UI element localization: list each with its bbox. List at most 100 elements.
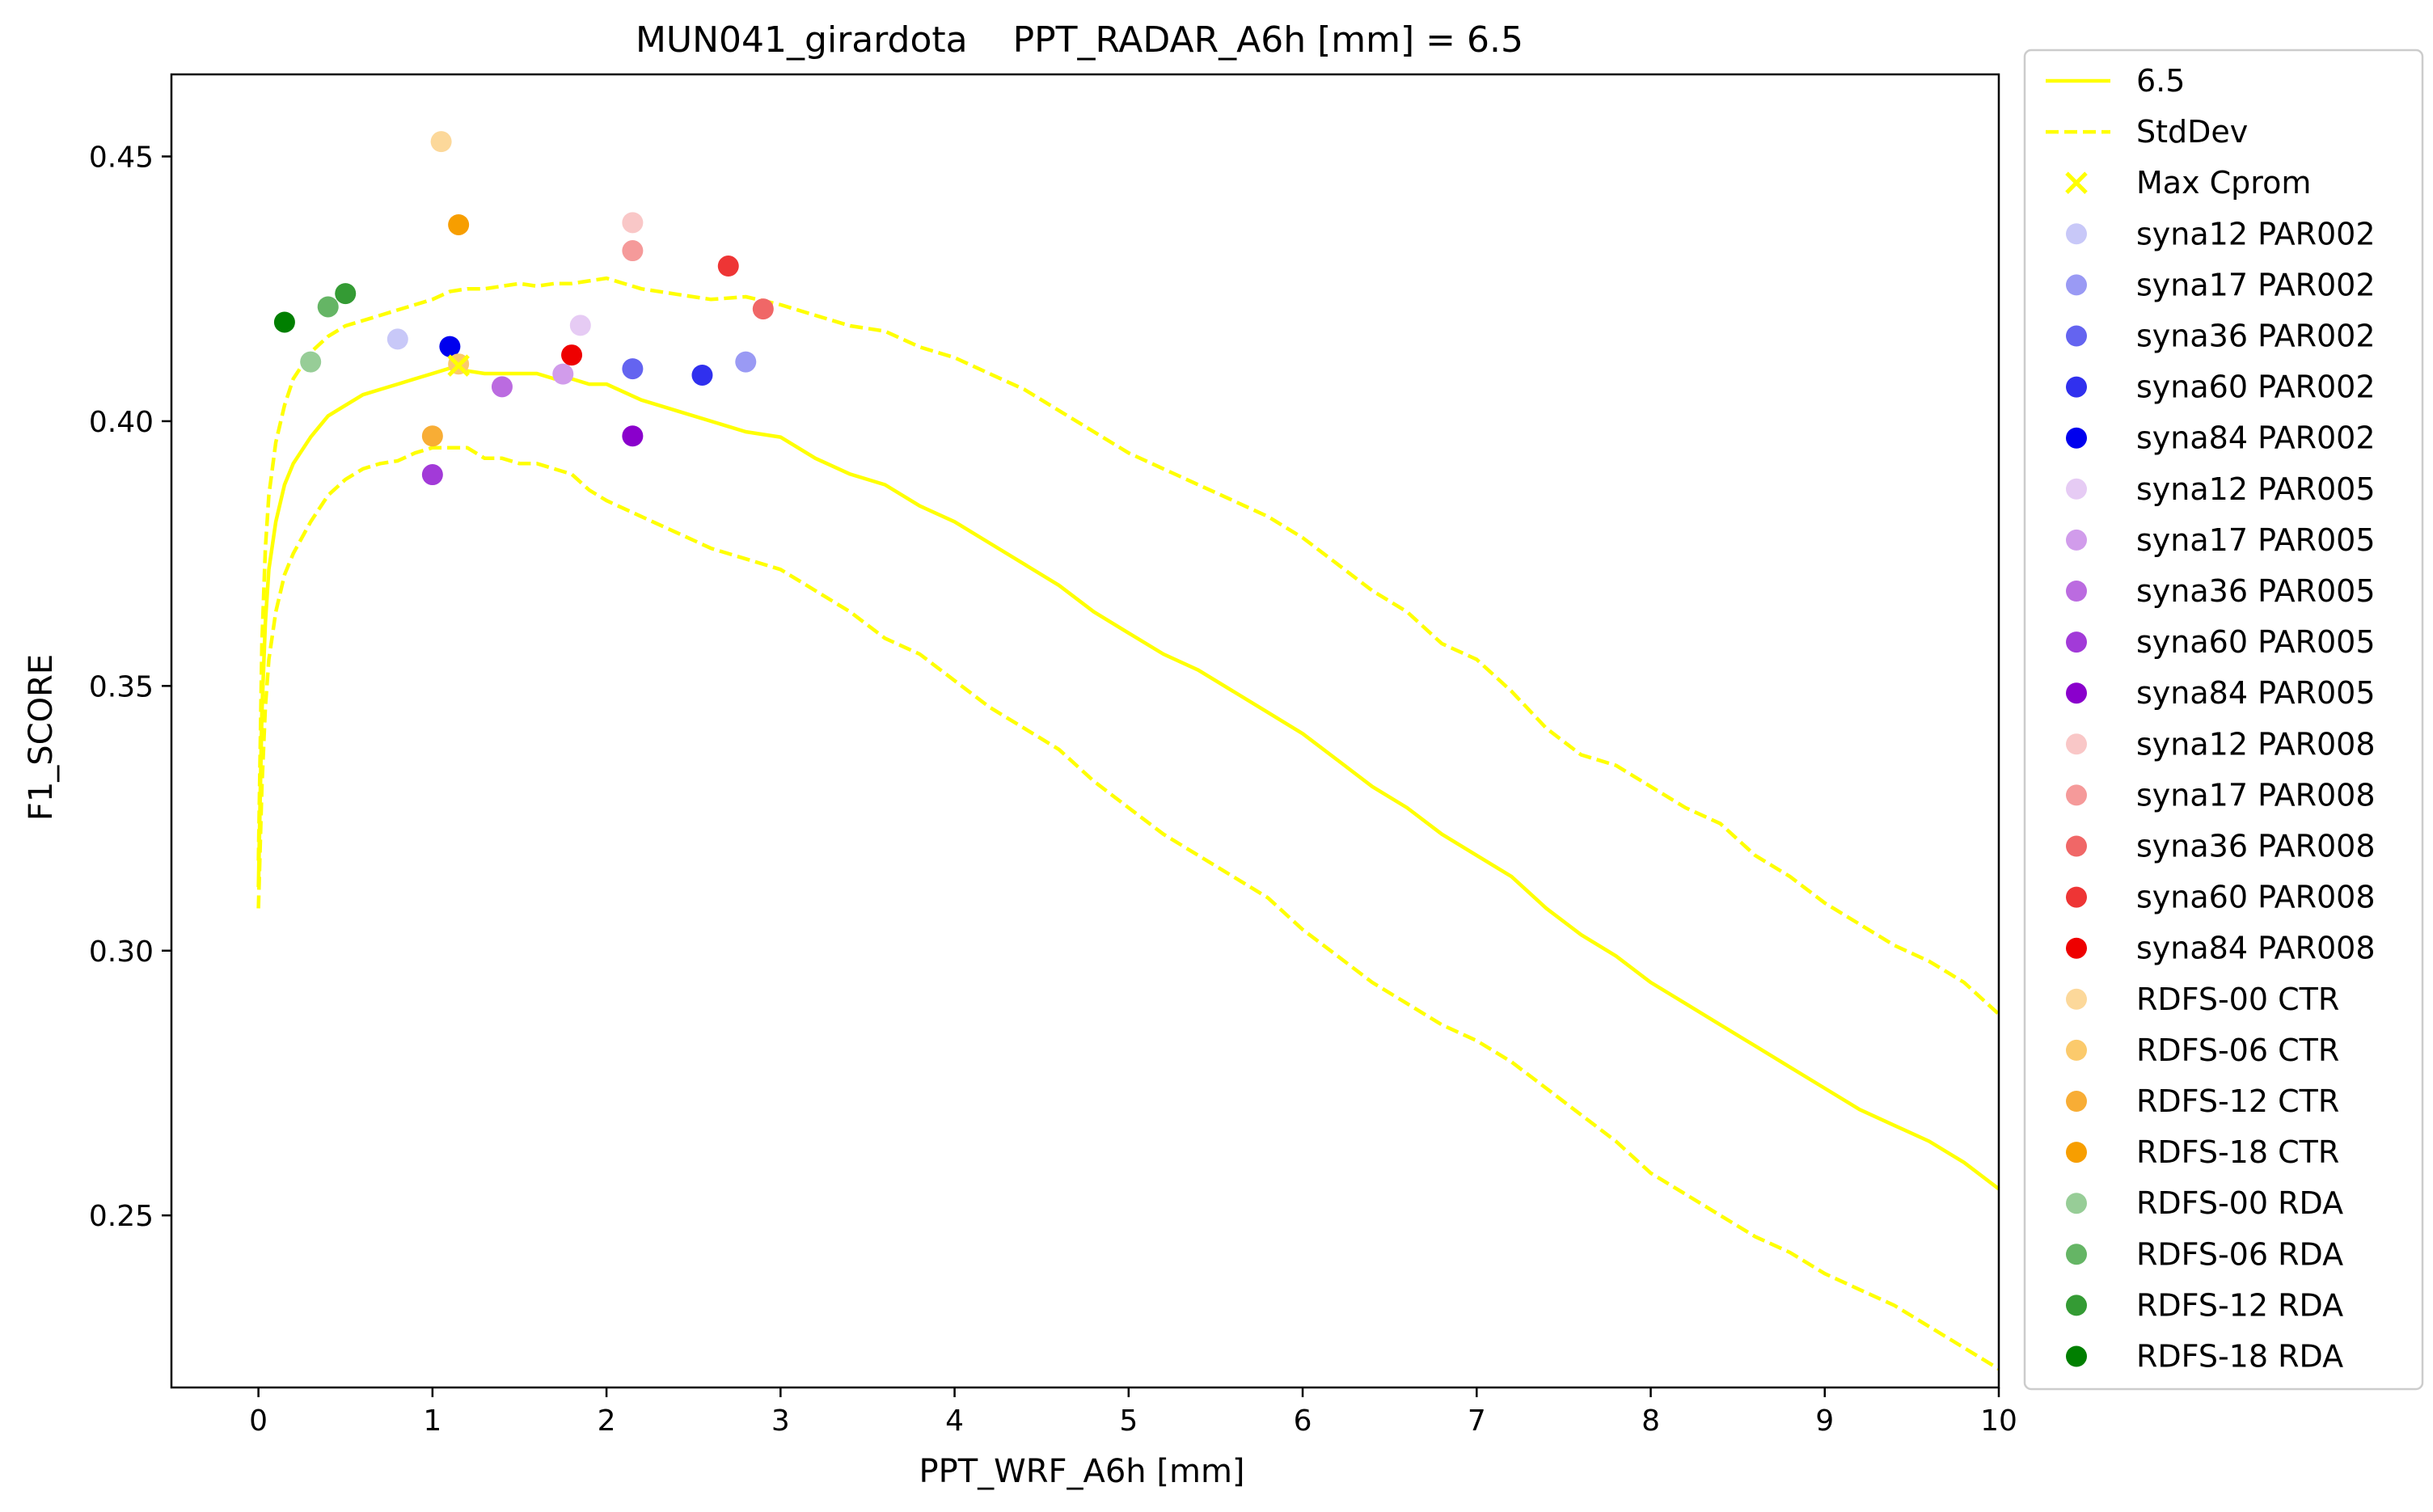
legend-label: RDFS-18 RDA xyxy=(2136,1339,2343,1375)
legend-entry: syna60 PAR008 xyxy=(2066,880,2376,915)
point-syna60-par008 xyxy=(717,256,739,277)
x-tick-label: 3 xyxy=(771,1404,790,1438)
point-syna84-par008 xyxy=(561,344,583,366)
legend-entry: Max Cprom xyxy=(2065,165,2311,201)
legend-label: 6.5 xyxy=(2136,63,2185,99)
legend-swatch-dot xyxy=(2066,478,2087,500)
mean-line xyxy=(256,366,2000,1191)
x-tick-label: 7 xyxy=(1468,1404,1486,1438)
legend-entry: syna17 PAR002 xyxy=(2066,267,2376,302)
legend-label: syna36 PAR005 xyxy=(2136,573,2376,609)
legend: 6.5 StdDev Max Cprom syna12 PAR002 syna17 PA… xyxy=(2023,49,2424,1391)
legend-label: RDFS-12 CTR xyxy=(2136,1083,2339,1119)
point-rdfs-00-ctr xyxy=(430,131,452,153)
y-tick-label: 0.25 xyxy=(89,1200,154,1233)
legend-swatch-dot xyxy=(2066,886,2087,908)
legend-swatch-dot xyxy=(2066,1193,2087,1214)
legend-frame xyxy=(2023,49,2424,1391)
point-rdfs-00-rda xyxy=(300,351,322,373)
legend-swatch-dot xyxy=(2066,1039,2087,1061)
legend-entry: syna17 PAR005 xyxy=(2066,522,2376,558)
legend-swatch-dot xyxy=(2066,682,2087,704)
legend-label: syna36 PAR002 xyxy=(2136,319,2376,354)
legend-swatch-dot xyxy=(2066,631,2087,653)
point-syna36-par005 xyxy=(491,376,513,398)
x-tick-label: 4 xyxy=(945,1404,964,1438)
legend-entry: syna12 PAR002 xyxy=(2066,216,2376,251)
legend-label: RDFS-00 CTR xyxy=(2136,982,2339,1017)
y-tick-label: 0.35 xyxy=(89,670,154,703)
legend-label: RDFS-00 RDA xyxy=(2136,1185,2343,1221)
legend-swatch-dot xyxy=(2066,1244,2087,1265)
legend-entry: RDFS-18 CTR xyxy=(2066,1134,2339,1170)
x-tick-label: 0 xyxy=(249,1404,268,1438)
legend-label: RDFS-06 CTR xyxy=(2136,1033,2339,1068)
legend-label: RDFS-18 CTR xyxy=(2136,1134,2339,1170)
legend-label: syna12 PAR008 xyxy=(2136,726,2376,762)
y-tick-label: 0.45 xyxy=(89,141,154,175)
x-tick-label: 5 xyxy=(1119,1404,1138,1438)
max-marker-layer xyxy=(447,354,470,377)
point-syna17-par005 xyxy=(552,363,574,385)
legend-swatch-dot xyxy=(2066,427,2087,449)
legend-label: syna60 PAR008 xyxy=(2136,880,2376,915)
legend-entry: RDFS-00 RDA xyxy=(2066,1185,2343,1221)
y-tick-label: 0.40 xyxy=(89,406,154,439)
max-cprom-marker xyxy=(447,354,470,377)
x-tick-label: 2 xyxy=(598,1404,616,1438)
legend-label: syna17 PAR008 xyxy=(2136,777,2376,813)
legend-entry: syna60 PAR005 xyxy=(2066,624,2376,660)
legend-entry: syna12 PAR008 xyxy=(2066,726,2376,762)
point-rdfs-12-ctr xyxy=(421,425,443,447)
legend-swatch-dot xyxy=(2066,223,2087,245)
legend-swatch-dot xyxy=(2066,1091,2087,1112)
legend-entry: StdDev xyxy=(2046,114,2248,150)
legend-swatch-dot xyxy=(2066,581,2087,602)
legend-label: syna84 PAR002 xyxy=(2136,420,2376,456)
legend-label: syna60 PAR002 xyxy=(2136,370,2376,405)
legend-entry: syna12 PAR005 xyxy=(2066,471,2376,507)
legend-swatch-dot xyxy=(2066,376,2087,398)
legend-swatch-dot xyxy=(2066,988,2087,1010)
max-cprom-stroke-b xyxy=(447,354,470,377)
legend-label: StdDev xyxy=(2136,114,2248,150)
legend-swatch-dot xyxy=(2066,937,2087,959)
point-syna60-par002 xyxy=(691,364,713,386)
stddev-line-2 xyxy=(256,446,2000,1371)
legend-entry: RDFS-00 CTR xyxy=(2066,982,2339,1017)
legend-swatch-dot xyxy=(2066,1142,2087,1164)
x-tick-label: 8 xyxy=(1641,1404,1660,1438)
legend-swatch-dot xyxy=(2066,529,2087,551)
legend-entry: syna36 PAR005 xyxy=(2066,573,2376,609)
y-axis: 0.25 0.30 0.35 0.40 0.45 xyxy=(89,141,171,1233)
legend-label: syna17 PAR005 xyxy=(2136,522,2376,558)
legend-entry: RDFS-06 RDA xyxy=(2066,1236,2343,1272)
plot-area xyxy=(170,73,2000,1389)
legend-label: syna60 PAR005 xyxy=(2136,624,2376,660)
x-tick-label: 9 xyxy=(1815,1404,1834,1438)
legend-label: syna36 PAR008 xyxy=(2136,829,2376,864)
point-syna17-par008 xyxy=(622,240,644,262)
legend-entry: syna84 PAR002 xyxy=(2066,420,2376,456)
x-axis-label: PPT_WRF_A6h [mm] xyxy=(919,1453,1244,1490)
point-syna12-par008 xyxy=(622,212,644,234)
chart-title: MUN041_girardota PPT_RADAR_A6h [mm] = 6.… xyxy=(636,19,1523,61)
lines-layer xyxy=(256,276,2000,1371)
legend-entry: RDFS-06 CTR xyxy=(2066,1033,2339,1068)
legend-label: syna84 PAR008 xyxy=(2136,931,2376,966)
legend-label: Max Cprom xyxy=(2136,165,2311,201)
legend-label: RDFS-06 RDA xyxy=(2136,1236,2343,1272)
legend-entry: syna84 PAR005 xyxy=(2066,675,2376,711)
plot-frame xyxy=(170,73,2000,1389)
legend-swatch-x xyxy=(2065,171,2088,194)
point-syna17-par002 xyxy=(735,351,757,373)
point-rdfs-06-rda xyxy=(317,296,339,318)
point-syna60-par005 xyxy=(421,464,443,486)
point-syna12-par005 xyxy=(569,315,591,336)
point-syna36-par002 xyxy=(622,358,644,380)
legend-swatch-dot xyxy=(2066,1294,2087,1316)
x-tick-label: 6 xyxy=(1294,1404,1312,1438)
legend-entry: syna36 PAR008 xyxy=(2066,829,2376,864)
x-tick-label: 1 xyxy=(423,1404,441,1438)
